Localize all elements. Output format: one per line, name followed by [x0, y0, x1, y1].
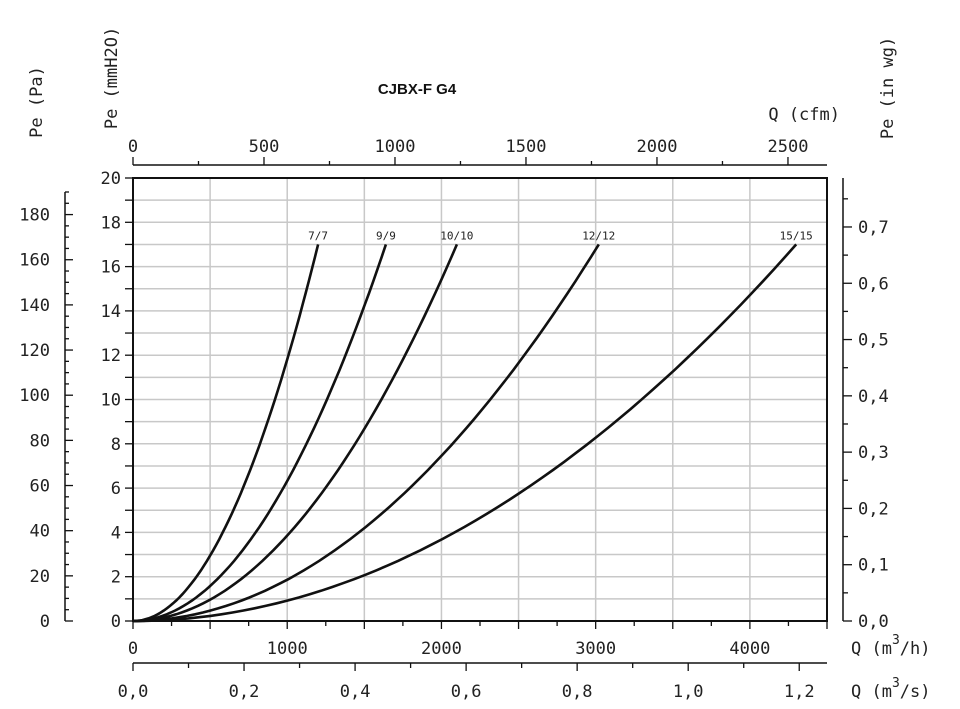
series-label-15-15: 15/15	[780, 229, 813, 242]
bottom-second-tick-label: 0,4	[340, 682, 371, 702]
chart-title: CJBX-F G4	[378, 81, 457, 98]
series-label-12-12: 12/12	[582, 229, 615, 242]
left-outer-tick-label: 0	[40, 612, 50, 632]
top-tick-label: 1500	[506, 137, 547, 157]
left-outer-tick-label: 40	[30, 522, 50, 542]
series-line-7-7	[132, 244, 320, 623]
series-label-10-10: 10/10	[440, 229, 473, 242]
grid	[132, 177, 828, 622]
left-outer-axis-label: Pe (Pa)	[27, 66, 47, 138]
left-inner-tick-label: 6	[111, 479, 121, 499]
bottom-second-axis-label-end: /s)	[900, 682, 931, 702]
top-tick-label: 0	[128, 137, 138, 157]
left-outer-tick-label: 80	[30, 431, 50, 451]
left-outer-tick-label: 160	[19, 251, 50, 271]
top-tick-label: 2000	[636, 137, 677, 157]
series-label-9-9: 9/9	[376, 229, 396, 242]
bottom-tick-label: 2000	[421, 639, 462, 659]
right-tick-label: 0,6	[858, 274, 889, 294]
left-outer-tick-label: 20	[30, 567, 50, 587]
left-outer-tick-label: 100	[19, 386, 50, 406]
left-inner-tick-label: 8	[111, 435, 121, 455]
bottom-second-axis-label: Q (m3/s)	[851, 676, 931, 702]
top-tick-label: 2500	[767, 137, 808, 157]
top-tick-label: 1000	[375, 137, 416, 157]
right-tick-label: 0,5	[858, 331, 889, 351]
top-tick-label: 500	[249, 137, 280, 157]
right-axis-label: Pe (in wg)	[878, 37, 898, 139]
bottom-tick-label: 3000	[575, 639, 616, 659]
bottom-second-tick-label: 0,8	[562, 682, 593, 702]
left-inner-tick-label: 0	[111, 612, 121, 632]
series-line-15-15	[132, 243, 798, 623]
left-inner-tick-label: 12	[101, 346, 121, 366]
curves: 7/7 9/9 10/10 12/12 15/15	[132, 229, 813, 623]
left-inner-tick-label: 16	[101, 258, 121, 278]
left-inner-tick-label: 18	[101, 213, 121, 233]
bottom-axis-label: Q (m3/h)	[851, 633, 931, 659]
bottom-axis-label-main: Q (m	[851, 639, 892, 659]
bottom-axis-label-end: /h)	[900, 639, 931, 659]
right-tick-label: 0,4	[858, 387, 889, 407]
left-inner-axis-label: Pe (mmH2O)	[102, 27, 122, 129]
left-outer-tick-label: 60	[30, 477, 50, 497]
left-outer-tick-label: 120	[19, 341, 50, 361]
right-tick-label: 0,7	[858, 218, 889, 238]
series-line-12-12	[132, 243, 600, 623]
bottom-second-tick-label: 0,0	[118, 682, 149, 702]
right-tick-label: 0,0	[858, 612, 889, 632]
left-outer-tick-label: 140	[19, 296, 50, 316]
bottom-second-tick-label: 1,2	[784, 682, 815, 702]
bottom-second-tick-label: 0,2	[229, 682, 260, 702]
top-axis-label: Q (cfm)	[768, 105, 840, 125]
bottom-second-axis-label-sup: 3	[892, 676, 900, 691]
left-inner-tick-label: 20	[101, 169, 121, 189]
ticks: 0 20 40 60 80 100 120 140 160 180 0 2 4 6 8 10 12 14 16 18 2…	[19, 137, 888, 702]
left-inner-tick-label: 2	[111, 568, 121, 588]
left-inner-tick-label: 4	[111, 523, 121, 543]
bottom-axis-label-sup: 3	[892, 633, 900, 648]
series-line-9-9	[132, 243, 388, 623]
right-tick-label: 0,3	[858, 443, 889, 463]
series-line-10-10	[132, 243, 459, 623]
left-inner-tick-label: 10	[101, 391, 121, 411]
left-outer-tick-label: 180	[19, 206, 50, 226]
right-tick-label: 0,2	[858, 499, 889, 519]
bottom-tick-label: 0	[128, 639, 138, 659]
left-inner-tick-label: 14	[101, 302, 121, 322]
bottom-tick-label: 1000	[267, 639, 308, 659]
series-label-7-7: 7/7	[308, 229, 328, 242]
bottom-tick-label: 4000	[729, 639, 770, 659]
bottom-second-axis-label-main: Q (m	[851, 682, 892, 702]
bottom-second-tick-label: 0,6	[451, 682, 482, 702]
bottom-second-tick-label: 1,0	[673, 682, 704, 702]
right-tick-label: 0,1	[858, 556, 889, 576]
